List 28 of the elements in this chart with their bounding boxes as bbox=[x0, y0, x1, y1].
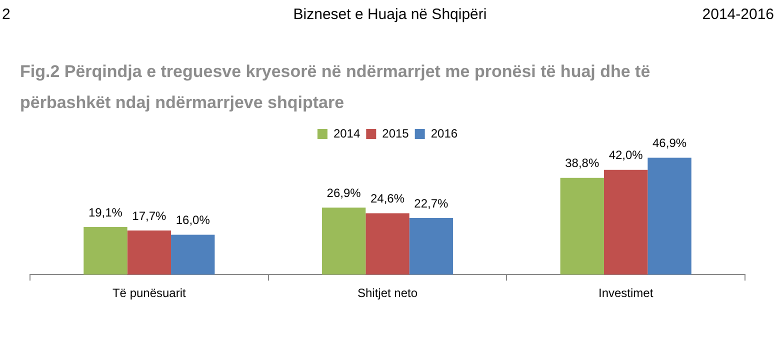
data-label: 24,6% bbox=[370, 192, 405, 206]
bar bbox=[409, 218, 454, 275]
data-label: 19,1% bbox=[88, 205, 123, 220]
data-label: 38,8% bbox=[565, 156, 600, 170]
bar bbox=[84, 227, 128, 275]
chart-title: Fig.2 Përqindja e treguesve kryesorë në ndërmarrjet me pronësi të huaj dhe të përbashkët ndaj ndërmarrjeve shqiptare bbox=[20, 61, 652, 114]
bar bbox=[604, 170, 648, 275]
data-label: 17,7% bbox=[132, 208, 167, 223]
legend-label: 2015 bbox=[382, 126, 410, 140]
data-label: 26,9% bbox=[326, 186, 362, 200]
text: Bizneset e Huaja në Shqipëri bbox=[293, 6, 487, 23]
x-tick-label: Të punësuarit bbox=[112, 286, 187, 300]
bar bbox=[648, 158, 692, 275]
bar bbox=[366, 213, 410, 275]
text: 2014-2016 bbox=[702, 6, 774, 23]
data-label: 42,0% bbox=[608, 148, 644, 162]
x-tick-label: Investimet bbox=[598, 286, 654, 300]
bar bbox=[127, 230, 172, 275]
legend-label: 2016 bbox=[430, 126, 458, 140]
bar bbox=[322, 208, 366, 275]
data-label: 22,7% bbox=[414, 196, 449, 210]
legend-label: 2014 bbox=[333, 126, 360, 140]
text: 2 bbox=[2, 6, 10, 23]
data-label: 46,9% bbox=[652, 136, 687, 150]
data-label: 16,0% bbox=[176, 213, 210, 228]
bar bbox=[171, 234, 215, 275]
x-tick-label: Shitjet neto bbox=[357, 286, 418, 300]
bar bbox=[560, 178, 604, 275]
